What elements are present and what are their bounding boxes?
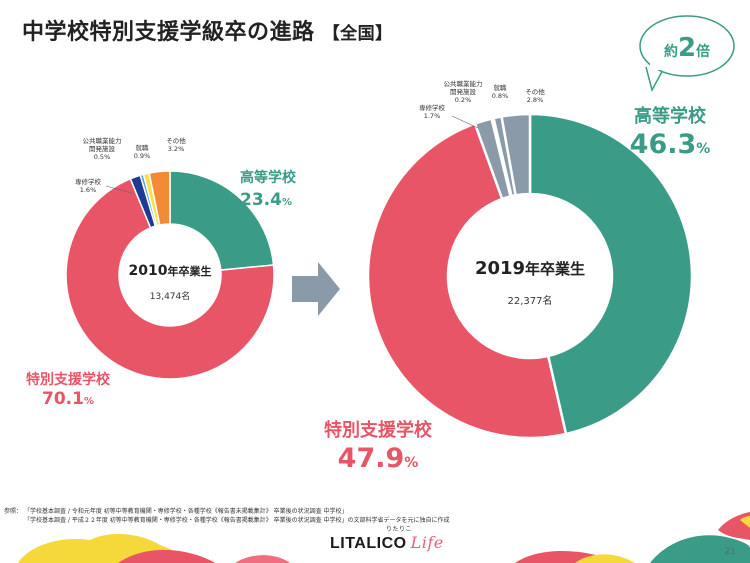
badge-bubble: 約2倍 bbox=[639, 15, 735, 93]
decorative-bottom-shapes bbox=[18, 512, 750, 563]
slice-special_school bbox=[65, 177, 275, 380]
footer-line-2: 「学校基本調査 / 平成２２年度 初等中等教育機関・専修学校・各種学校《報告書掲… bbox=[24, 517, 450, 524]
logo-brand: LITALICO bbox=[330, 535, 407, 552]
value-number: 23.4 bbox=[240, 190, 282, 210]
label-public_training: 公共職業能力 bbox=[83, 136, 122, 145]
value-other: 2.8% bbox=[527, 96, 544, 104]
label-special_school: 特別支援学校 bbox=[26, 371, 111, 388]
value-vocational: 1.6% bbox=[80, 186, 97, 194]
label-high_school: 高等学校 bbox=[634, 105, 707, 127]
badge-prefix: 約 bbox=[664, 43, 678, 60]
center-title-year: 2010 bbox=[129, 263, 168, 279]
leader-line bbox=[451, 115, 479, 129]
label-public_training: 公共職業能力 bbox=[444, 79, 483, 88]
center-title: 2010年卒業生 bbox=[129, 263, 212, 279]
badge-suffix: 倍 bbox=[696, 43, 710, 60]
value-special_school: 47.9% bbox=[338, 443, 419, 474]
center-title-rest: 年卒業生 bbox=[167, 264, 211, 278]
footer-label: 参照： bbox=[4, 508, 23, 515]
label-employment: 就職 bbox=[494, 83, 508, 92]
slice-special_school bbox=[366, 122, 568, 440]
badge-number: 2 bbox=[678, 33, 696, 63]
value-other: 3.2% bbox=[168, 145, 185, 153]
value-public_training: 0.2% bbox=[455, 96, 472, 104]
footer-line-1: 「学校基本調査 / 令和元年度 初等中等教育機関・専修学校・各種学校《報告書未掲… bbox=[24, 508, 348, 515]
leader-line bbox=[105, 185, 133, 194]
label-other: その他 bbox=[166, 136, 186, 145]
value-public_training: 0.5% bbox=[94, 153, 111, 161]
title-suffix: 【全国】 bbox=[322, 24, 393, 44]
label-vocational: 専修学校 bbox=[419, 103, 446, 112]
litalico-logo: りたりこ LITALICO Life bbox=[330, 527, 444, 553]
label-special_school: 特別支援学校 bbox=[324, 419, 433, 441]
value-number: 46.3 bbox=[630, 129, 697, 160]
title-main: 中学校特別支援学級卒の進路 bbox=[22, 20, 315, 45]
center-subtitle: 13,474名 bbox=[150, 290, 191, 302]
center-title-rest: 年卒業生 bbox=[525, 260, 585, 278]
value-special_school: 70.1% bbox=[42, 389, 94, 409]
center-subtitle: 22,377名 bbox=[508, 294, 553, 307]
slice-other bbox=[500, 112, 532, 197]
label-other: その他 bbox=[525, 87, 545, 96]
footer-references: 参照： 「学校基本調査 / 令和元年度 初等中等教育機関・専修学校・各種学校《報告… bbox=[4, 507, 450, 525]
slice-high_school bbox=[528, 112, 694, 436]
value-unit: % bbox=[282, 197, 292, 208]
logo-sub: Life bbox=[410, 533, 444, 552]
transition-arrow bbox=[292, 262, 340, 316]
label-employment: 就職 bbox=[136, 143, 150, 152]
page-number: 21 bbox=[724, 547, 736, 557]
value-unit: % bbox=[404, 455, 418, 471]
value-employment: 0.8% bbox=[492, 92, 509, 100]
page-title: 中学校特別支援学級卒の進路 【全国】 bbox=[22, 14, 393, 46]
badge-text: 約2倍 bbox=[664, 33, 710, 63]
label-public_training: 開発施設 bbox=[450, 87, 477, 96]
label-public_training: 開発施設 bbox=[89, 144, 116, 153]
value-high_school: 46.3% bbox=[630, 129, 711, 160]
value-number: 47.9 bbox=[338, 443, 405, 474]
center-title-year: 2019 bbox=[475, 258, 525, 279]
value-vocational: 1.7% bbox=[424, 112, 441, 120]
logo-small: りたりこ bbox=[386, 527, 413, 533]
slice-high_school bbox=[169, 170, 275, 271]
center-title: 2019年卒業生 bbox=[475, 258, 585, 279]
value-unit: % bbox=[84, 396, 94, 407]
value-number: 70.1 bbox=[42, 389, 84, 409]
label-vocational: 専修学校 bbox=[75, 177, 102, 186]
slice-other bbox=[148, 170, 171, 226]
value-employment: 0.9% bbox=[134, 152, 151, 160]
value-unit: % bbox=[696, 141, 710, 157]
value-high_school: 23.4% bbox=[240, 190, 292, 210]
label-high_school: 高等学校 bbox=[240, 169, 297, 186]
